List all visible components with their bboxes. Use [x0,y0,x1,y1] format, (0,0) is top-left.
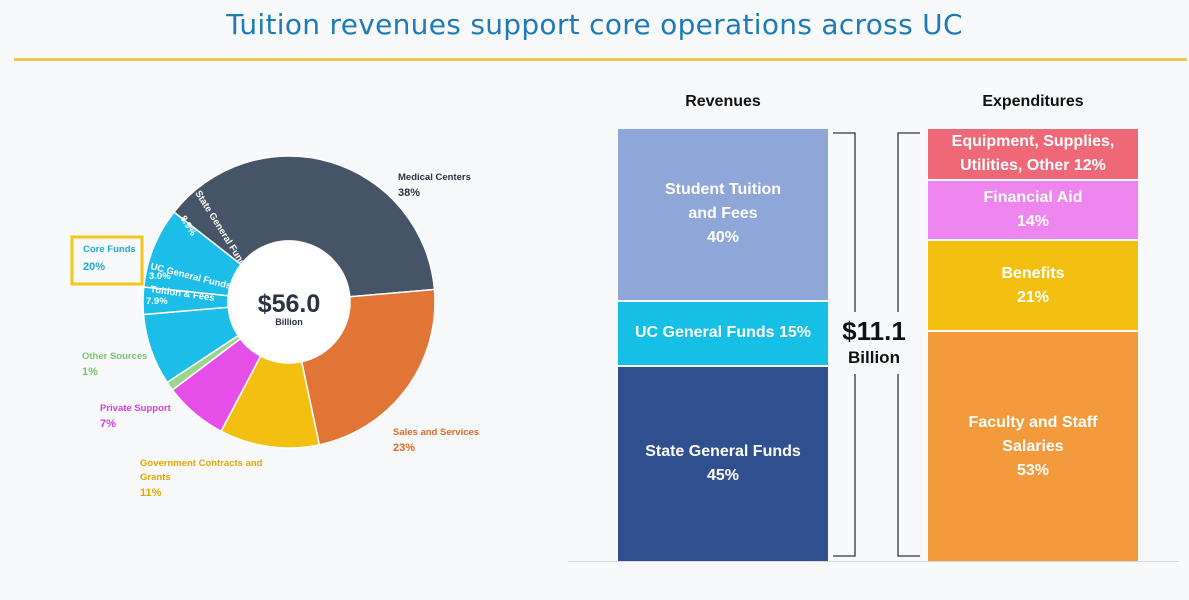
donut-hole [228,241,350,363]
revenues-bar: Student Tuition and Fees 40% UC General F… [618,129,828,561]
expenditures-segment-benefits: Benefits 21% [928,241,1138,331]
revenues-header: Revenues [685,93,761,110]
expenditures-segment-financial-aid: Financial Aid 14% [928,180,1138,240]
total-unit: Billion [848,348,900,367]
slice-pct-uc-general-funds: 3.0% [149,271,171,282]
slice-pct-medical-centers: 38% [398,187,420,199]
revenues-segment-uc-general-funds-15: UC General Funds 15% [618,301,828,365]
core-funds-pct: 20% [83,261,105,273]
page-title: Tuition revenues support core operations… [226,8,963,41]
core-funds-label: Core Funds [83,244,136,255]
slice-label-sales-and-services: Sales and Services [393,427,479,438]
donut-chart: $56.0 Billion Medical Centers 38% Sales an… [70,155,479,499]
revenues-segment-state-general-funds: State General Funds 45% [618,366,828,561]
expenditures-segment-faculty-and-staff: Faculty and Staff Salaries 53% [928,332,1138,561]
slice-label-other-sources: Other Sources [82,351,147,362]
slice-pct-private-support: 7% [100,418,116,430]
expenditures-bar: Equipment, Supplies, Utilities, Other 12… [928,129,1138,561]
total-amount: $11.1 [842,316,906,346]
slice-pct-tuition-fees: 7.9% [146,296,168,307]
chart-baseline [568,561,1179,562]
expenditures-segment-equipment-supplies: Equipment, Supplies, Utilities, Other 12… [928,129,1138,179]
revenues-segment-student-tuition: Student Tuition and Fees 40% [618,129,828,300]
slice-label-medical-centers: Medical Centers [398,172,471,183]
title-underline [14,58,1187,61]
slice-label-government-contracts-and-grants: Government Contracts and Grants [140,458,263,483]
slice-pct-sales-and-services: 23% [393,442,415,454]
center-value: $56.0 [258,290,321,318]
slice-label-private-support: Private Support [100,403,172,414]
center-unit: Billion [275,317,303,327]
slice-pct-government-contracts-and-grants: 11% [140,487,162,499]
expenditures-header: Expenditures [982,93,1084,110]
slice-pct-other-sources: 1% [82,366,98,378]
core-funds-callout-box [70,235,144,286]
total-amount-box: $11.1 Billion [828,312,920,374]
